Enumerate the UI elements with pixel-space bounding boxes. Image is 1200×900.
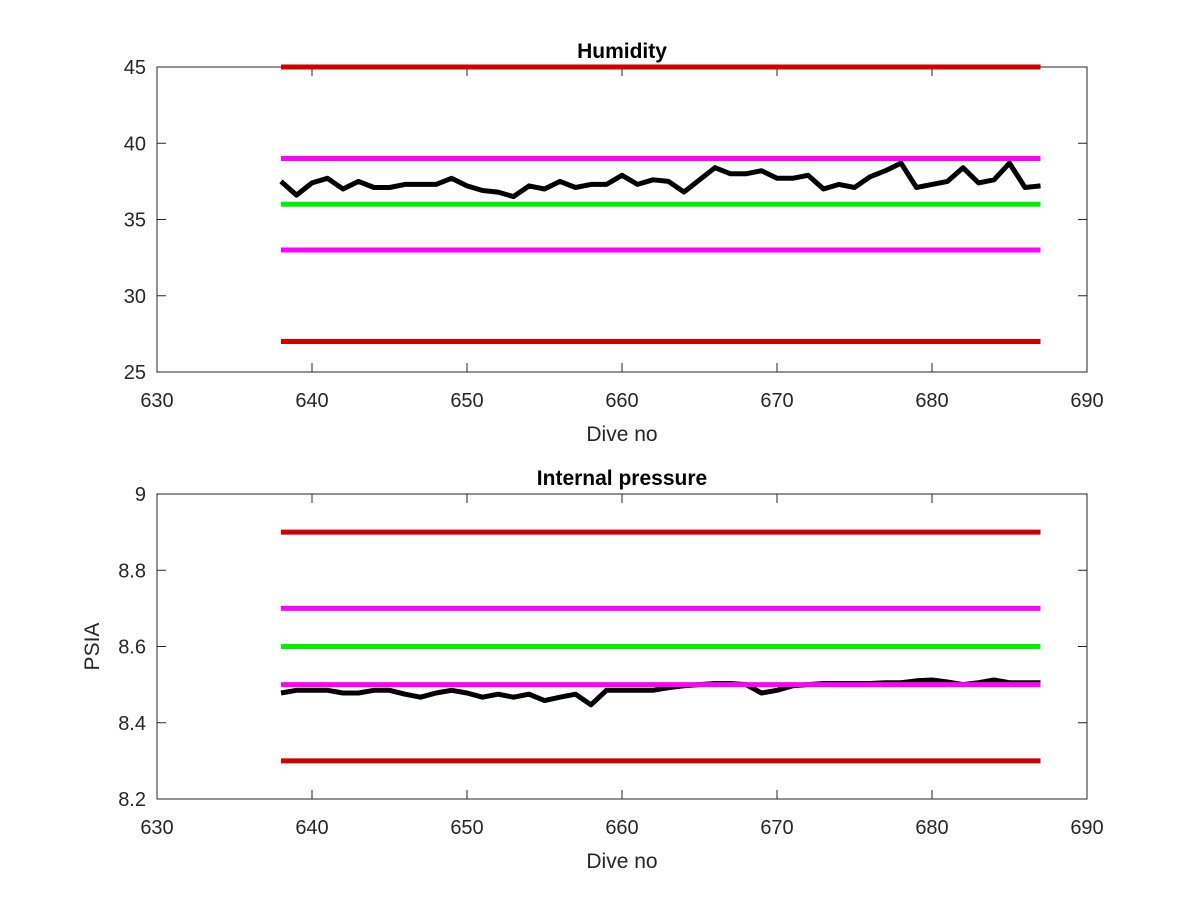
y-tick-label: 30 xyxy=(124,286,146,308)
x-tick-label: 640 xyxy=(295,390,328,412)
x-axis-label: Dive no xyxy=(586,850,657,873)
y-tick-label: 8.4 xyxy=(118,713,146,735)
data-series-line xyxy=(280,677,1041,708)
x-tick-label: 680 xyxy=(915,817,948,839)
x-tick-label: 690 xyxy=(1070,817,1103,839)
y-tick-label: 8.6 xyxy=(118,637,146,659)
data-series-line xyxy=(279,160,1041,200)
x-tick-label: 690 xyxy=(1070,390,1103,412)
y-tick-label: 35 xyxy=(124,210,146,232)
chart-panel-2: 630 640 650 660 670 680 690 8.2 8.4 8.6 8.8 9 Intern… xyxy=(81,467,1104,873)
y-axis-label: PSIA xyxy=(81,623,104,671)
x-tick-label: 660 xyxy=(605,817,638,839)
y-tick-label: 45 xyxy=(124,57,146,79)
x-tick-label: 630 xyxy=(140,390,173,412)
x-tick-label: 650 xyxy=(450,390,483,412)
y-tick-label: 40 xyxy=(124,133,146,155)
y-tick-label: 25 xyxy=(124,362,146,384)
y-tick-label: 8.2 xyxy=(118,789,146,811)
x-tick-label: 670 xyxy=(760,817,793,839)
x-axis-label: Dive no xyxy=(586,423,657,446)
x-tick-label: 670 xyxy=(760,390,793,412)
x-tick-label: 650 xyxy=(450,817,483,839)
y-tick-label: 8.8 xyxy=(118,560,146,582)
chart-panel-1: 630 640 650 660 670 680 690 25 30 35 40 45 Humidity D… xyxy=(124,40,1104,446)
x-tick-label: 680 xyxy=(915,390,948,412)
x-tick-label: 640 xyxy=(295,817,328,839)
chart-title: Humidity xyxy=(577,40,667,63)
x-tick-label: 660 xyxy=(605,390,638,412)
chart-title: Internal pressure xyxy=(537,467,707,490)
y-tick-label: 9 xyxy=(135,484,146,506)
axes-box xyxy=(156,66,1088,373)
x-tick-label: 630 xyxy=(140,817,173,839)
